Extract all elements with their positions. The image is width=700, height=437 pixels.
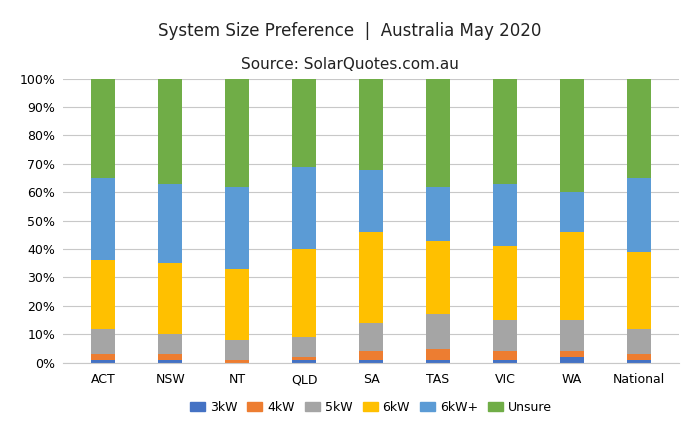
Bar [560, 232, 584, 320]
Bar [225, 360, 248, 363]
Bar [92, 260, 115, 329]
Bar [359, 360, 383, 363]
Bar [359, 323, 383, 351]
Bar [560, 357, 584, 363]
Bar [560, 192, 584, 232]
Bar [359, 79, 383, 170]
Bar [560, 320, 584, 351]
Bar [225, 187, 248, 269]
Bar [293, 167, 316, 249]
Bar [494, 79, 517, 184]
Bar [627, 329, 650, 354]
Bar [627, 178, 650, 252]
Bar [158, 263, 182, 334]
Bar [225, 340, 248, 360]
Bar [426, 315, 449, 349]
Bar [92, 79, 115, 178]
Bar [494, 246, 517, 320]
Bar [560, 79, 584, 192]
Legend: 3kW, 4kW, 5kW, 6kW, 6kW+, Unsure: 3kW, 4kW, 5kW, 6kW, 6kW+, Unsure [185, 396, 557, 419]
Bar [293, 360, 316, 363]
Bar [293, 337, 316, 357]
Bar [225, 79, 248, 187]
Bar [627, 252, 650, 329]
Bar [426, 360, 449, 363]
Bar [494, 351, 517, 360]
Bar [158, 334, 182, 354]
Bar [225, 269, 248, 340]
Bar [92, 354, 115, 360]
Bar [560, 351, 584, 357]
Bar [293, 357, 316, 360]
Bar [627, 360, 650, 363]
Bar [494, 360, 517, 363]
Text: Source: SolarQuotes.com.au: Source: SolarQuotes.com.au [241, 57, 459, 72]
Bar [293, 79, 316, 167]
Bar [627, 354, 650, 360]
Bar [293, 249, 316, 337]
Bar [92, 329, 115, 354]
Bar [92, 178, 115, 260]
Bar [158, 79, 182, 184]
Bar [158, 360, 182, 363]
Bar [426, 187, 449, 240]
Bar [359, 170, 383, 232]
Bar [426, 349, 449, 360]
Bar [359, 351, 383, 360]
Bar [158, 184, 182, 263]
Bar [494, 320, 517, 351]
Bar [426, 240, 449, 315]
Bar [494, 184, 517, 246]
Text: System Size Preference  |  Australia May 2020: System Size Preference | Australia May 2… [158, 22, 542, 40]
Bar [158, 354, 182, 360]
Bar [627, 79, 650, 178]
Bar [359, 232, 383, 323]
Bar [426, 79, 449, 187]
Bar [92, 360, 115, 363]
